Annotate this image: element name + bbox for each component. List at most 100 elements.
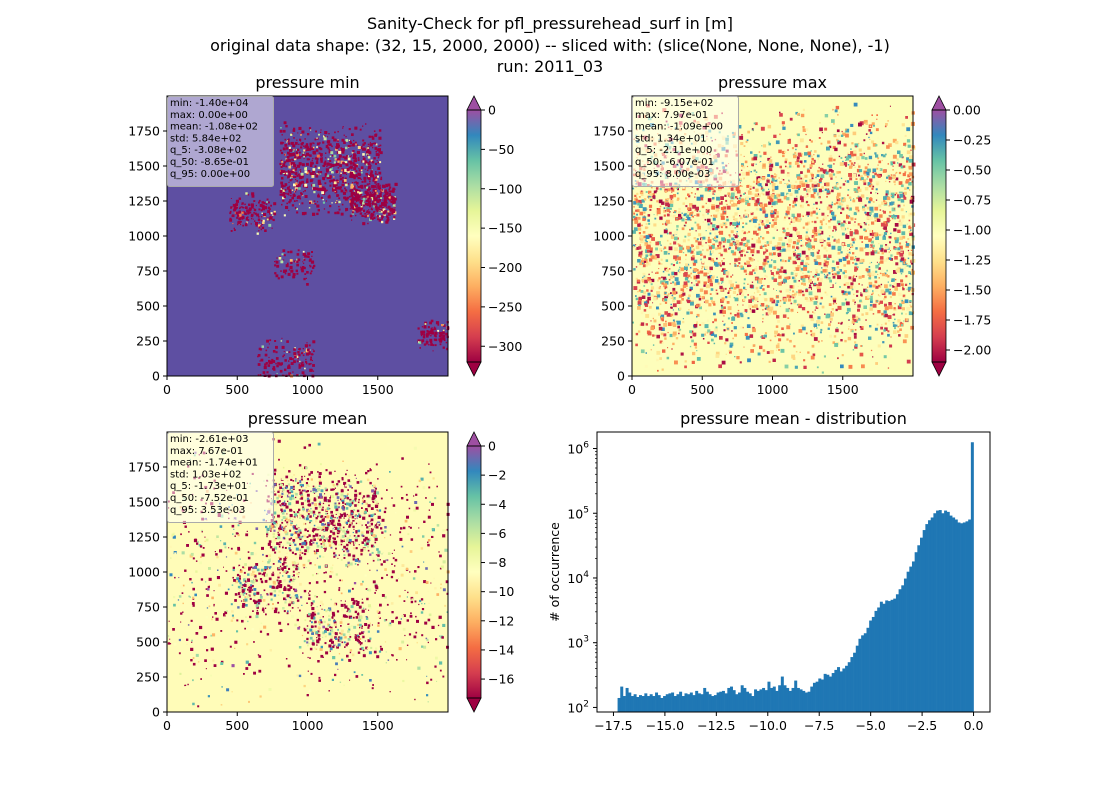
- map-speckle: [290, 161, 294, 165]
- map-speckle: [656, 210, 661, 215]
- map-speckle: [282, 194, 285, 197]
- map-speckle: [907, 238, 910, 240]
- map-speckle: [714, 279, 719, 283]
- map-speckle: [683, 213, 686, 217]
- map-speckle: [745, 311, 748, 313]
- map-speckle: [890, 161, 893, 164]
- map-speckle: [363, 180, 367, 183]
- map-speckle: [724, 241, 726, 243]
- map-speckle: [860, 177, 864, 180]
- map-speckle: [653, 223, 657, 227]
- map-speckle: [759, 208, 763, 211]
- map-speckle: [666, 288, 670, 292]
- map-speckle: [863, 305, 867, 309]
- map-speckle: [699, 210, 701, 213]
- map-speckle: [693, 342, 697, 346]
- map-speckle: [327, 147, 330, 150]
- map-speckle: [265, 349, 268, 352]
- map-speckle: [642, 258, 645, 261]
- map-speckle: [655, 247, 658, 251]
- map-speckle: [739, 242, 743, 246]
- map-speckle: [645, 191, 648, 193]
- map-speckle: [288, 138, 290, 141]
- map-speckle: [327, 158, 330, 160]
- map-speckle: [320, 196, 323, 199]
- map-speckle: [868, 275, 871, 278]
- map-speckle: [783, 269, 787, 273]
- map-speckle: [808, 277, 810, 279]
- map-speckle: [315, 130, 317, 133]
- y-tick-label: 500: [136, 299, 160, 314]
- colorbar-tick-label: −200: [488, 260, 522, 275]
- map-speckle: [250, 223, 252, 225]
- map-speckle: [884, 284, 888, 289]
- map-speckle: [847, 250, 849, 252]
- map-speckle: [289, 179, 292, 182]
- map-speckle: [875, 199, 878, 201]
- map-speckle: [303, 145, 305, 147]
- map-speckle: [815, 176, 817, 179]
- map-speckle: [831, 211, 835, 215]
- map-speckle: [762, 223, 765, 226]
- map-speckle: [785, 210, 790, 215]
- map-speckle: [754, 225, 757, 228]
- map-speckle: [816, 320, 820, 324]
- map-speckle: [819, 331, 822, 334]
- map-speckle: [740, 142, 744, 146]
- map-speckle: [892, 324, 896, 327]
- map-speckle: [259, 360, 261, 362]
- map-speckle: [702, 216, 705, 219]
- map-speckle: [341, 138, 345, 142]
- map-speckle: [296, 151, 298, 153]
- map-speckle: [838, 155, 841, 158]
- map-speckle: [298, 348, 300, 350]
- map-speckle: [788, 189, 791, 192]
- map-speckle: [852, 349, 855, 351]
- map-speckle: [832, 341, 836, 344]
- map-speckle: [296, 180, 298, 182]
- map-speckle: [694, 221, 697, 224]
- map-speckle: [295, 179, 297, 181]
- map-speckle: [370, 165, 372, 167]
- map-speckle: [323, 208, 326, 210]
- map-speckle: [301, 269, 304, 273]
- map-speckle: [790, 182, 792, 184]
- map-speckle: [908, 243, 911, 246]
- map-speckle: [788, 256, 792, 260]
- map-speckle: [666, 208, 670, 212]
- map-speckle: [708, 303, 712, 307]
- map-speckle: [838, 134, 841, 137]
- map-speckle: [305, 180, 309, 183]
- map-speckle: [823, 355, 826, 358]
- map-speckle: [261, 223, 263, 225]
- map-speckle: [696, 350, 698, 352]
- map-speckle: [361, 196, 365, 199]
- map-speckle: [676, 320, 681, 325]
- map-speckle: [268, 343, 270, 345]
- map-speckle: [826, 276, 828, 279]
- map-speckle: [813, 203, 815, 205]
- map-speckle: [369, 218, 372, 222]
- map-speckle: [704, 324, 709, 329]
- map-speckle: [721, 262, 725, 266]
- map-speckle: [331, 154, 334, 157]
- map-speckle: [292, 273, 296, 276]
- map-speckle: [306, 348, 308, 350]
- map-speckle: [819, 226, 823, 229]
- map-speckle: [894, 318, 896, 321]
- map-speckle: [381, 217, 383, 220]
- map-speckle: [351, 196, 355, 200]
- map-speckle: [696, 321, 698, 323]
- map-speckle: [759, 246, 763, 249]
- map-speckle: [872, 175, 876, 179]
- map-speckle: [642, 207, 647, 212]
- map-speckle: [353, 176, 356, 180]
- map-speckle: [288, 189, 292, 192]
- map-speckle: [351, 151, 354, 154]
- map-speckle: [652, 344, 655, 346]
- map-speckle: [659, 216, 663, 220]
- map-speckle: [757, 301, 759, 303]
- map-speckle: [377, 195, 380, 198]
- map-speckle: [324, 131, 328, 135]
- map-speckle: [828, 157, 833, 162]
